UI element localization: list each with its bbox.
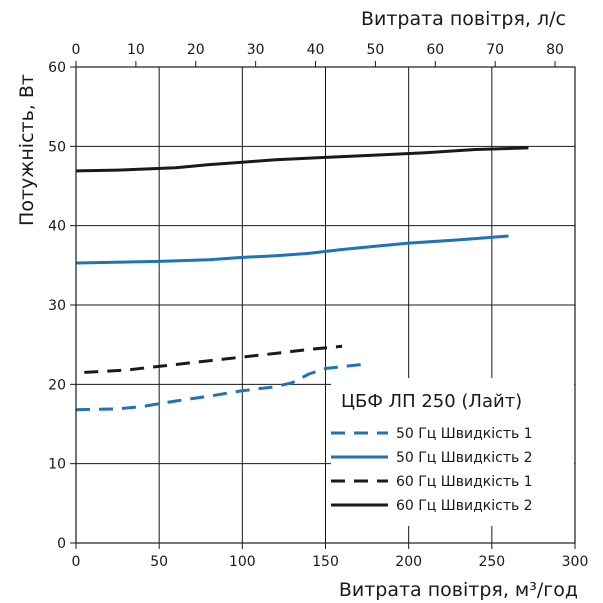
y-tick-label: 60 — [48, 60, 66, 76]
series-line-1 — [75, 363, 363, 412]
y-tick-label: 30 — [48, 298, 66, 314]
plot-frame — [70, 61, 576, 549]
x-tick-label: 250 — [478, 554, 505, 570]
y-axis-title: Потужність, Вт — [16, 74, 38, 226]
x-top-tick-label: 80 — [546, 42, 564, 58]
y-tick-label: 10 — [48, 457, 66, 473]
series-group — [75, 146, 529, 412]
legend-label-1: 50 Гц Швидкість 1 — [396, 426, 533, 442]
y-tick-label: 20 — [48, 377, 66, 393]
legend: ЦБФ ЛП 250 (Лайт) 50 Гц Швидкість 1 50 Гц … — [331, 391, 533, 514]
x-axis-title-bottom: Витрата повітря, м³/год — [339, 579, 578, 601]
plot-border — [75, 66, 576, 544]
y-tick-label: 0 — [57, 536, 66, 552]
y-tick-label: 50 — [48, 139, 66, 155]
legend-label-2: 50 Гц Швидкість 2 — [396, 450, 533, 466]
x-tick-label: 0 — [72, 554, 81, 570]
x-top-tick-label: 70 — [486, 42, 504, 58]
legend-label-3: 60 Гц Швидкість 1 — [396, 474, 533, 490]
x-top-tick-label: 50 — [366, 42, 384, 58]
x-tick-label: 100 — [229, 554, 256, 570]
x-axis-title-top: Витрата повітря, л/с — [361, 8, 566, 30]
legend-title: ЦБФ ЛП 250 (Лайт) — [341, 391, 522, 412]
x-tick-label: 200 — [395, 554, 422, 570]
legend-background — [331, 378, 574, 526]
x-top-tick-label: 20 — [187, 42, 205, 58]
x-top-tick-label: 40 — [307, 42, 325, 58]
tick-labels: 0 50 100 150 200 250 300 0 10 20 30 40 50 60 0 10 20 30 40… — [48, 42, 588, 570]
x-top-tick-label: 30 — [247, 42, 265, 58]
series-line-2 — [75, 234, 509, 265]
x-top-tick-label: 10 — [127, 42, 145, 58]
series-line-4 — [75, 146, 529, 173]
x-top-tick-label: 60 — [426, 42, 444, 58]
x-tick-label: 50 — [150, 554, 168, 570]
x-tick-label: 300 — [562, 554, 589, 570]
legend-label-4: 60 Гц Швидкість 2 — [396, 498, 533, 514]
y-tick-label: 40 — [48, 219, 66, 235]
x-tick-label: 150 — [312, 554, 339, 570]
x-top-tick-label: 0 — [72, 42, 81, 58]
series-line-3 — [84, 344, 343, 374]
